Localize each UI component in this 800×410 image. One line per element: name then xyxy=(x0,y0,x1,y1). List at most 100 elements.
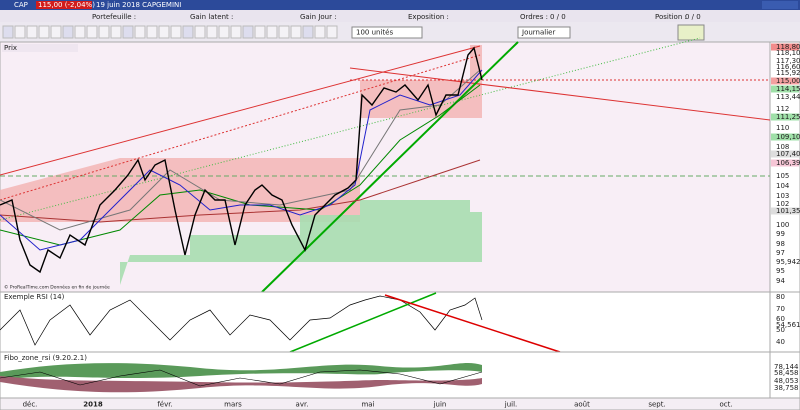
trend-line xyxy=(0,45,481,176)
price-axis-label: 118,80 xyxy=(776,43,800,51)
x-axis-label: févr. xyxy=(157,401,172,409)
tool-button[interactable] xyxy=(2,25,14,39)
price-axis-label: 115,00 xyxy=(776,77,800,85)
price-axis-label: 99 xyxy=(776,230,785,238)
trend-line xyxy=(0,54,481,201)
tool-button[interactable] xyxy=(194,25,206,39)
tool-button[interactable] xyxy=(182,25,194,39)
price-badge xyxy=(771,159,799,167)
tool-button[interactable] xyxy=(326,25,338,39)
tool-button[interactable] xyxy=(218,25,230,39)
tool-button[interactable] xyxy=(50,25,62,39)
tool-button[interactable] xyxy=(206,25,218,39)
price-axis-label: 102 xyxy=(776,200,789,208)
tool-icons xyxy=(2,25,338,39)
chart-style-button[interactable] xyxy=(677,24,705,41)
price-badge xyxy=(771,77,799,85)
quote-box xyxy=(36,1,92,9)
period: Journalier xyxy=(521,29,555,37)
fibo-band-red xyxy=(0,376,482,393)
tool-button[interactable] xyxy=(302,25,314,39)
price-axis-label: 114,15 xyxy=(776,85,800,93)
x-axis-label: déc. xyxy=(23,401,38,409)
price-axis-label: 106,39 xyxy=(776,159,800,167)
price-axis-label: 113,44 xyxy=(776,93,800,101)
price-axis-label: 115,92 xyxy=(776,69,800,77)
period-select[interactable] xyxy=(517,26,571,39)
tool-button[interactable] xyxy=(26,25,38,39)
symbol: CAP xyxy=(14,1,28,9)
tool-button[interactable] xyxy=(242,25,254,39)
price-axis-label: 97 xyxy=(776,249,785,257)
tool-button[interactable] xyxy=(134,25,146,39)
rsi-label: Exemple RSI (14) xyxy=(4,293,65,301)
price-badge xyxy=(771,258,799,266)
rsi-axis-label: 54,561 xyxy=(776,321,800,329)
info-day: Gain Jour : xyxy=(300,13,337,21)
x-axis-label: 2018 xyxy=(83,401,103,409)
tool-button[interactable] xyxy=(74,25,86,39)
quantity: 100 unités xyxy=(356,29,393,37)
window-buttons[interactable] xyxy=(762,1,798,9)
info-portfolio: Portefeuille : xyxy=(92,13,136,21)
price-axis-label: 95 xyxy=(776,267,785,275)
price-axis-label: 118,10 xyxy=(776,49,800,57)
x-axis-label: août xyxy=(574,401,590,409)
quantity-select[interactable] xyxy=(351,26,423,39)
instrument: 19 juin 2018 CAPGEMINI xyxy=(96,1,181,9)
credit: © ProRealTime.com Données en fin de jour… xyxy=(4,284,110,291)
tool-button[interactable] xyxy=(110,25,122,39)
price-axis-label: 100 xyxy=(776,221,789,229)
x-axis-label: oct. xyxy=(719,401,732,409)
tool-button[interactable] xyxy=(266,25,278,39)
tool-button[interactable] xyxy=(98,25,110,39)
fibo-axis-label: 78,144 xyxy=(774,363,799,371)
tool-button[interactable] xyxy=(86,25,98,39)
price-badge xyxy=(771,133,799,141)
tool-button[interactable] xyxy=(278,25,290,39)
tool-button[interactable] xyxy=(170,25,182,39)
fibo-line xyxy=(0,369,483,387)
price-axis-label: 95,942 xyxy=(776,258,800,266)
rsi-line xyxy=(0,295,483,346)
price-axis-label: 117,30 xyxy=(776,57,800,65)
tool-button[interactable] xyxy=(290,25,302,39)
tool-button[interactable] xyxy=(158,25,170,39)
price-axis-label: 107,40 xyxy=(776,150,800,158)
fibo-axis-label: 58,458 xyxy=(774,369,799,377)
price-axis-label: 112 xyxy=(776,105,789,113)
tool-button[interactable] xyxy=(122,25,134,39)
price-axis-label: 98 xyxy=(776,240,785,248)
x-axis-label: juin xyxy=(433,401,447,409)
price-badge xyxy=(771,85,799,93)
price-label: Prix xyxy=(4,44,17,52)
info-latent: Gain latent : xyxy=(190,13,233,21)
tool-button[interactable] xyxy=(230,25,242,39)
tool-button[interactable] xyxy=(314,25,326,39)
tool-button[interactable] xyxy=(254,25,266,39)
tool-button[interactable] xyxy=(38,25,50,39)
tool-button[interactable] xyxy=(146,25,158,39)
x-axis xyxy=(0,397,800,410)
fibo-axis-label: 38,758 xyxy=(774,384,799,392)
info-position: Position : xyxy=(655,13,687,21)
info-orders-value: 0 / 0 xyxy=(550,13,566,21)
x-axis-label: juil. xyxy=(504,401,518,409)
price-axis-label: 111,25 xyxy=(776,113,800,121)
tool-button[interactable] xyxy=(62,25,74,39)
trend-line xyxy=(0,37,701,221)
info-bar xyxy=(0,10,800,22)
info-orders: Ordres : xyxy=(520,13,548,21)
info-position-value: 0 / 0 xyxy=(685,13,701,21)
fibo-axis-label: 48,053 xyxy=(774,377,799,385)
info-exposure: Exposition : xyxy=(408,13,449,21)
tool-button[interactable] xyxy=(14,25,26,39)
price-badge xyxy=(771,207,799,215)
price-axis-label: 108 xyxy=(776,143,789,151)
moving-average xyxy=(0,159,481,223)
rsi-axis xyxy=(769,291,800,353)
price-axis-label: 103 xyxy=(776,192,789,200)
trend-line xyxy=(349,67,771,121)
price-badge xyxy=(771,150,799,158)
price-axis-label: 116,60 xyxy=(776,63,800,71)
